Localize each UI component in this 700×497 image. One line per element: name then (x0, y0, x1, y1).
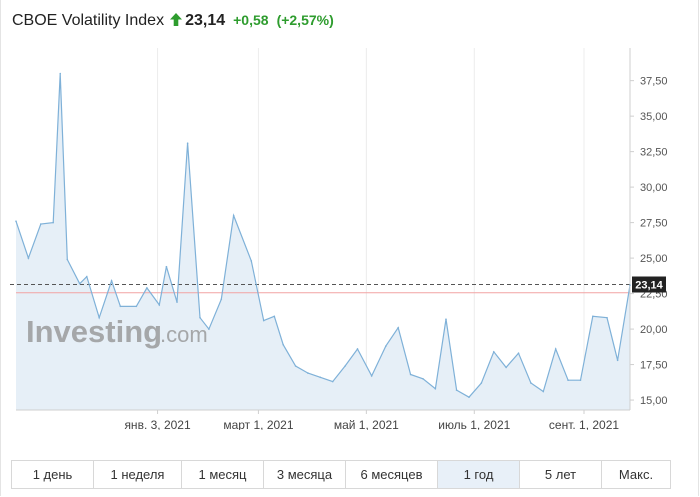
data-point (554, 348, 557, 350)
data-point (66, 258, 69, 261)
price-change: +0,58 (233, 12, 269, 28)
y-tick-label: 25,00 (640, 253, 668, 265)
last-value-label: 23,14 (635, 280, 663, 292)
last-price: 23,14 (185, 12, 226, 29)
arrow-up-icon (170, 13, 183, 26)
data-point (59, 72, 62, 75)
price-chart[interactable]: Investing .com 15,0017,5020,0022,5025,00… (0, 40, 700, 430)
watermark-suffix: .com (160, 322, 208, 347)
data-point (397, 326, 400, 329)
y-tick-label: 35,00 (640, 111, 668, 123)
x-tick-label: март 1, 2021 (223, 418, 294, 430)
range-button[interactable]: 6 месяцев (346, 461, 438, 488)
data-point (294, 365, 297, 367)
data-point (186, 142, 189, 144)
data-point (135, 305, 138, 308)
data-point (282, 343, 284, 346)
y-tick-label: 37,50 (640, 76, 668, 88)
data-point (468, 396, 470, 399)
data-point (422, 377, 424, 380)
data-point (176, 301, 178, 303)
data-point (385, 345, 387, 347)
x-tick-label: сент. 1, 2021 (549, 418, 619, 430)
time-range-selector: 1 день 1 неделя 1 месяц 3 месяца 6 месяцев 1 … (11, 460, 671, 489)
data-point (434, 387, 437, 390)
data-point (273, 315, 276, 318)
instrument-title: CBOE Volatility Index (12, 12, 165, 29)
range-button[interactable]: 5 лет (520, 461, 602, 488)
data-point (492, 350, 495, 353)
data-point (319, 376, 322, 379)
y-tick-label: 32,50 (640, 147, 668, 159)
data-point (616, 359, 619, 362)
price-area (16, 73, 630, 410)
data-point (208, 328, 210, 330)
data-point (307, 372, 309, 374)
data-point (78, 282, 81, 285)
y-tick-label: 20,00 (640, 324, 668, 336)
data-point (356, 348, 359, 350)
data-point (445, 318, 447, 320)
instrument-header: CBOE Volatility Index 23,14 +0,58 (+2,57… (12, 12, 334, 30)
y-tick-label: 27,50 (640, 218, 668, 230)
data-point (27, 257, 30, 259)
data-point (505, 366, 507, 369)
data-point (199, 316, 201, 319)
data-point (567, 379, 569, 381)
watermark-brand: Investing (26, 314, 162, 349)
range-button[interactable]: Макс. (618, 467, 654, 482)
investing-watermark: Investing .com (26, 314, 208, 349)
data-point (232, 214, 235, 217)
data-point (331, 380, 334, 383)
y-tick-label: 15,00 (640, 395, 668, 407)
data-point (146, 287, 148, 289)
data-point (165, 265, 168, 268)
y-tick-label: 17,50 (640, 360, 668, 372)
data-point (262, 319, 265, 322)
data-point (370, 375, 373, 377)
data-point (158, 304, 161, 306)
range-button[interactable]: 1 месяц (182, 461, 264, 488)
range-button[interactable]: 1 неделя (94, 461, 182, 488)
range-button[interactable]: 1 год (438, 461, 520, 488)
data-point (250, 260, 253, 262)
last-value-badge (632, 276, 666, 293)
data-point (592, 315, 594, 318)
data-point (344, 365, 346, 367)
range-button[interactable]: 3 месяца (264, 461, 346, 488)
data-point (98, 316, 100, 319)
data-point (530, 382, 532, 384)
data-point (85, 275, 88, 278)
data-point (15, 220, 17, 222)
data-point (409, 373, 412, 376)
data-point (455, 389, 458, 391)
data-point (110, 280, 113, 282)
x-tick-label: янв. 3, 2021 (124, 418, 191, 430)
data-point (606, 316, 608, 319)
data-point (119, 305, 122, 308)
data-point (629, 284, 631, 286)
data-point (52, 221, 54, 224)
data-point (39, 223, 42, 225)
data-point (480, 382, 483, 384)
x-tick-label: июль 1, 2021 (438, 418, 510, 430)
range-button[interactable]: 1 день (12, 461, 94, 488)
data-point (542, 390, 545, 393)
y-tick-label: 30,00 (640, 182, 668, 194)
data-point (579, 379, 582, 381)
data-point (220, 298, 223, 301)
data-point (517, 352, 520, 355)
x-tick-label: май 1, 2021 (334, 418, 399, 430)
price-change-percent: (+2,57%) (276, 12, 334, 28)
